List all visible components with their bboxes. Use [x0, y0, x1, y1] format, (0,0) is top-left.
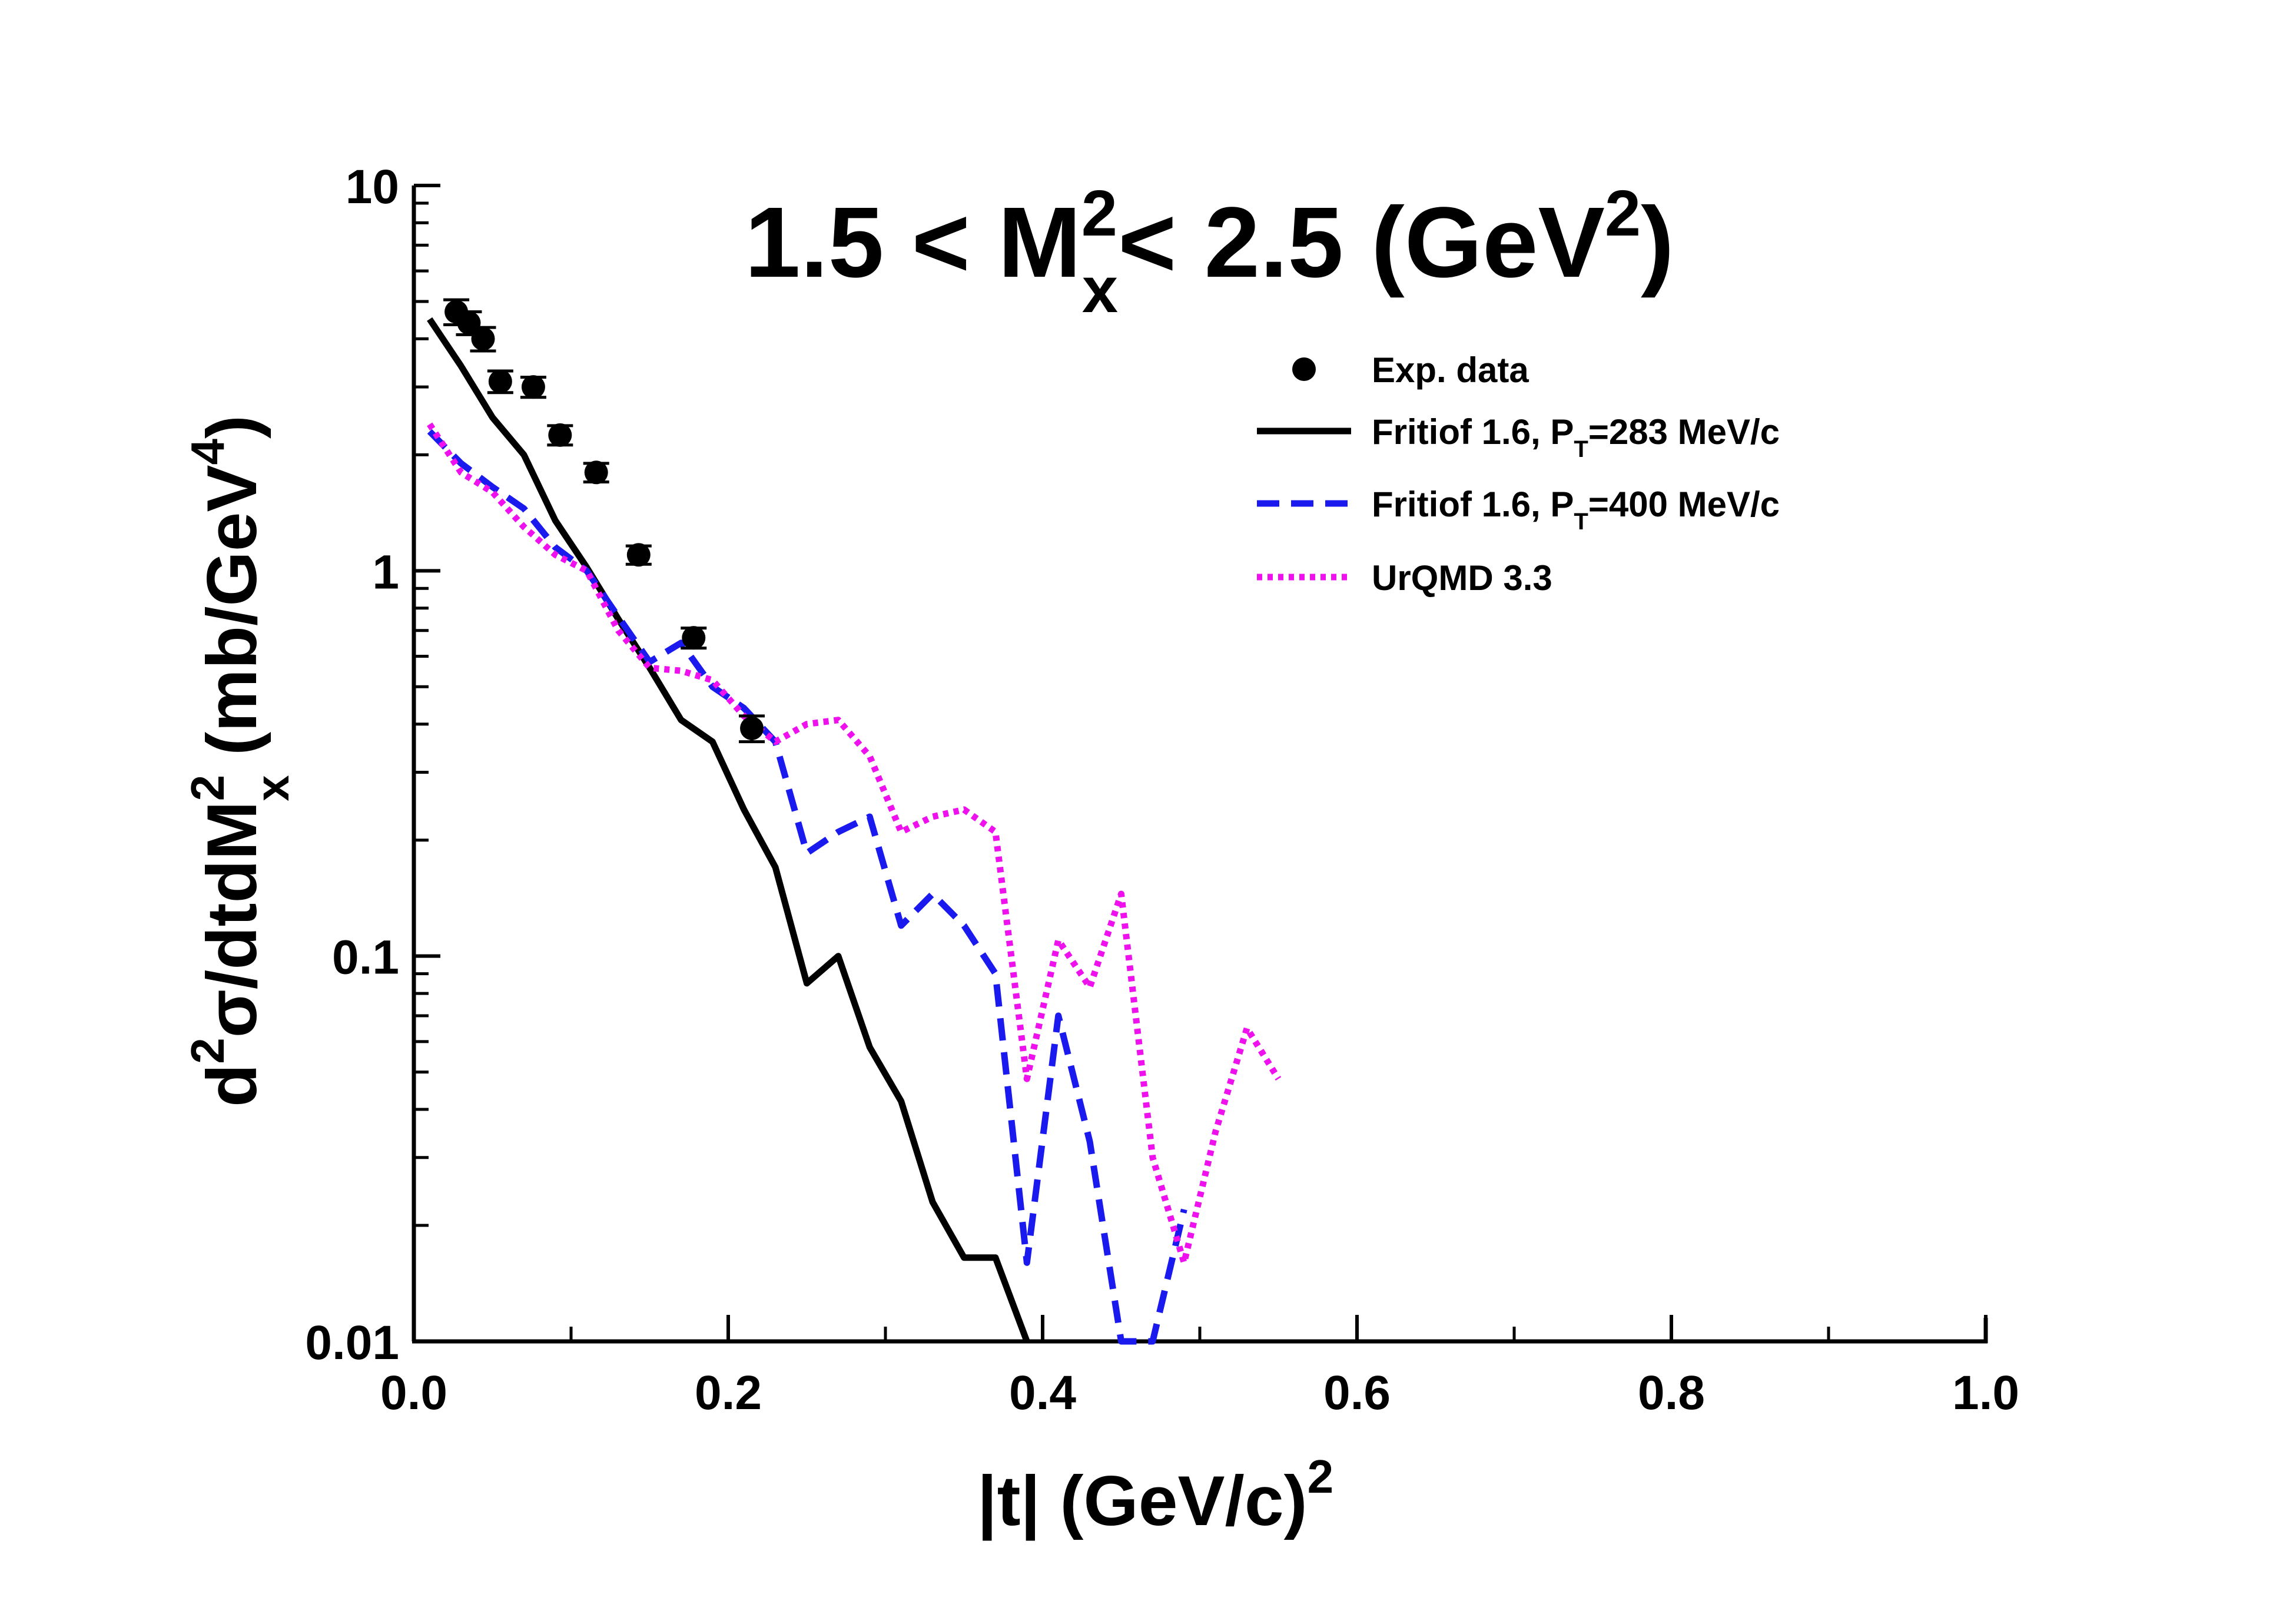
y-tick-label: 1	[372, 545, 399, 599]
legend: Exp. data Fritiof 1.6, PT=283 MeV/c Fritio…	[1257, 350, 1780, 598]
data-point	[488, 369, 512, 393]
y-tick-label: 10	[346, 160, 399, 214]
data-point	[548, 423, 572, 447]
legend-label: Exp. data	[1372, 350, 1529, 390]
x-ticks: 0.0 0.2 0.4 0.6 0.8 1.0	[380, 1315, 2019, 1420]
legend-marker	[1292, 357, 1316, 381]
data-point	[740, 716, 764, 740]
chart-title: 1.5 < M2 x< 2.5 (GeV2)	[745, 177, 1674, 326]
legend-label: Fritiof 1.6, PT=400 MeV/c	[1372, 485, 1780, 535]
y-ticks: 0.01 0.1 1 10	[305, 160, 440, 1370]
x-axis-title: |t| (GeV/c)2	[977, 1450, 1333, 1541]
y-tick-label: 0.1	[332, 931, 399, 985]
x-tick-label: 0.8	[1638, 1366, 1705, 1420]
x-tick-label: 0.4	[1009, 1366, 1076, 1420]
x-tick-label: 0.6	[1323, 1366, 1391, 1420]
data-point	[584, 460, 608, 485]
series-line	[427, 317, 1030, 1343]
x-tick-label: 0.2	[695, 1366, 762, 1420]
axes	[412, 185, 1988, 1344]
data-point	[471, 327, 495, 351]
legend-label: UrQMD 3.3	[1372, 558, 1552, 598]
series-layer	[427, 298, 1282, 1345]
x-tick-label: 1.0	[1952, 1366, 2019, 1420]
data-point	[521, 375, 545, 399]
data-point	[682, 626, 706, 650]
series-line	[427, 429, 1187, 1345]
y-axis-title: d2σ/dtdM2 x (mb/GeV4)	[181, 415, 298, 1107]
y-tick-label: 0.01	[305, 1316, 399, 1370]
data-point	[626, 543, 651, 567]
legend-label: Fritiof 1.6, PT=283 MeV/c	[1372, 412, 1780, 462]
x-tick-label: 0.0	[380, 1366, 447, 1420]
